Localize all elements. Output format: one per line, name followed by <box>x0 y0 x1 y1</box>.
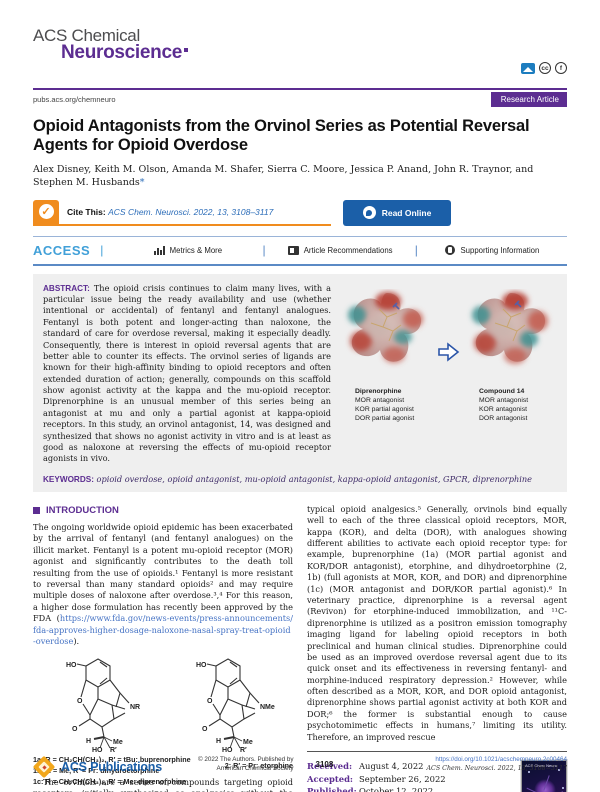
svg-text:HO: HO <box>196 662 207 669</box>
transformation-arrow-icon <box>437 289 461 367</box>
recommendations-label: Article Recommendations <box>303 245 393 255</box>
attribution-icon[interactable]: f <box>555 62 567 74</box>
section-marker-icon <box>33 506 40 514</box>
journal-logo-line1: ACS Chemical <box>33 26 140 45</box>
svg-text:O: O <box>77 698 83 705</box>
read-online-label: Read Online <box>381 207 432 218</box>
introduction-heading: INTRODUCTION <box>33 504 293 517</box>
footer-citation: ACS Chem. Neurosci. 2022, 13, 3108−3117 <box>426 764 568 772</box>
svg-text:O: O <box>72 726 78 733</box>
dates-table: Received: August 4, 2022 Accepted: Septemb… <box>307 761 446 792</box>
svg-text:H: H <box>86 738 91 745</box>
intro-paragraph-2: The orvinols are a series of compounds t… <box>33 776 293 792</box>
chemical-structures-figure: HO O NR O H Me HO R′ <box>33 651 293 753</box>
page-number: 3108 <box>315 760 334 769</box>
svg-text:R′: R′ <box>110 747 117 753</box>
left-molecule-caption: Diprenorphine MOR antagonist KOR partial… <box>355 387 415 423</box>
keywords-label: KEYWORDS: <box>43 474 94 484</box>
cite-row: ✓ Cite This: ACS Chem. Neurosci. 2022, 1… <box>33 199 567 226</box>
svg-text:HO: HO <box>92 747 103 753</box>
supporting-info-icon <box>445 245 456 256</box>
article-type-badge: Research Article <box>490 92 567 107</box>
metrics-link[interactable]: Metrics & More <box>113 245 262 255</box>
journal-cover-thumbnail[interactable]: ACS Chem Neuro <box>521 760 567 792</box>
intro-paragraph-1: The ongoing worldwide opioid epidemic ha… <box>33 522 293 646</box>
right-column: typical opioid analgesics.⁵ Generally, o… <box>307 504 567 792</box>
abstract-section: ABSTRACT: The opioid crisis continues to… <box>33 273 567 492</box>
access-bar: ACCESS | Metrics & More | Article Recomm… <box>33 235 567 266</box>
journal-logo-line2: Neuroscience <box>61 42 567 64</box>
right-molecule-caption: Compound 14 MOR antagonist KOR antagonis… <box>479 387 529 423</box>
access-separator: | <box>100 243 104 258</box>
structure-label-etorphine: 2: R′ = Pr: etorphine <box>224 760 293 770</box>
acs-authorchoice-icon[interactable] <box>521 62 535 74</box>
footer: ACS Publications © 2022 The Authors. Pub… <box>32 755 568 779</box>
structure-2-drawing: HO O NMe O H Me HO R′ <box>196 658 275 753</box>
recommendations-link[interactable]: Article Recommendations <box>266 245 415 255</box>
compound14-surface-image <box>472 291 548 364</box>
cc-license-icon[interactable]: cc <box>539 62 551 74</box>
journal-logo: ACS Chemical Neuroscience <box>33 26 567 64</box>
abstract-text: ABSTRACT: The opioid crisis continues to… <box>43 282 331 464</box>
copyright-notice: © 2022 The Authors. Published by America… <box>197 756 294 772</box>
read-online-icon <box>362 206 376 220</box>
doi-link[interactable]: https://doi.org/10.1021/acschemneuro.2c0… <box>435 756 567 763</box>
article-title: Opioid Antagonists from the Orvinol Seri… <box>33 117 530 155</box>
svg-text:HO: HO <box>222 747 233 753</box>
recommendations-icon <box>287 245 299 255</box>
svg-text:R′: R′ <box>240 747 247 753</box>
svg-text:O: O <box>202 726 208 733</box>
keywords-line: KEYWORDS: opioid overdose, opioid antago… <box>43 473 532 484</box>
abstract-label: ABSTRACT: <box>43 283 90 293</box>
diprenorphine-surface-image <box>348 291 423 363</box>
bar-chart-icon <box>153 245 165 255</box>
acs-diamond-icon <box>32 755 56 779</box>
svg-text:H: H <box>216 738 221 745</box>
right-column-text: typical opioid analgesics.⁵ Generally, o… <box>307 503 567 742</box>
svg-text:HO: HO <box>66 662 77 669</box>
journal-url-link[interactable]: pubs.acs.org/chemneuro <box>33 95 116 104</box>
corresponding-author-star[interactable]: * <box>139 176 145 188</box>
svg-text:NMe: NMe <box>260 704 275 711</box>
svg-text:Me: Me <box>243 739 253 746</box>
license-badges: cc f <box>521 62 567 74</box>
graphical-abstract: Diprenorphine MOR antagonist KOR partial… <box>341 283 557 465</box>
svg-text:NR: NR <box>130 704 140 711</box>
structure-1-drawing: HO O NR O H Me HO R′ <box>66 658 140 753</box>
header-rule <box>33 88 567 90</box>
masthead: ACS Chemical Neuroscience cc f <box>33 0 567 84</box>
logo-dot <box>184 48 189 52</box>
dates-block: Received: August 4, 2022 Accepted: Septemb… <box>307 751 567 792</box>
metrics-label: Metrics & More <box>169 245 223 255</box>
acs-publications-logo[interactable]: ACS Publications <box>32 755 162 779</box>
svg-text:O: O <box>207 698 213 705</box>
cite-check-icon: ✓ <box>33 199 59 224</box>
divider: | <box>262 243 266 258</box>
read-online-button[interactable]: Read Online <box>343 199 451 226</box>
left-column: INTRODUCTION The ongoing worldwide opioi… <box>33 504 293 792</box>
divider: | <box>414 243 418 258</box>
supporting-info-label: Supporting Information <box>460 245 540 255</box>
structure-labels: 1a: R = CH₂CH(CH₃)₂, R′ = tBu: buprenorp… <box>33 755 191 786</box>
access-link[interactable]: ACCESS <box>33 242 91 258</box>
fda-link[interactable]: https://www.fda.gov/news-events/press-an… <box>33 613 293 646</box>
cite-this-box[interactable]: ✓ Cite This: ACS Chem. Neurosci. 2022, 1… <box>33 199 331 226</box>
supporting-info-link[interactable]: Supporting Information <box>418 245 567 256</box>
acs-publications-label: ACS Publications <box>61 760 162 774</box>
cite-reference[interactable]: ACS Chem. Neurosci. 2022, 13, 3108–3117 <box>108 206 274 217</box>
doi-block: https://doi.org/10.1021/acschemneuro.2c0… <box>427 756 568 774</box>
author-list: Alex Disney, Keith M. Olson, Amanda M. S… <box>33 163 534 188</box>
cite-label: Cite This: <box>67 206 106 217</box>
svg-text:Me: Me <box>113 739 123 746</box>
